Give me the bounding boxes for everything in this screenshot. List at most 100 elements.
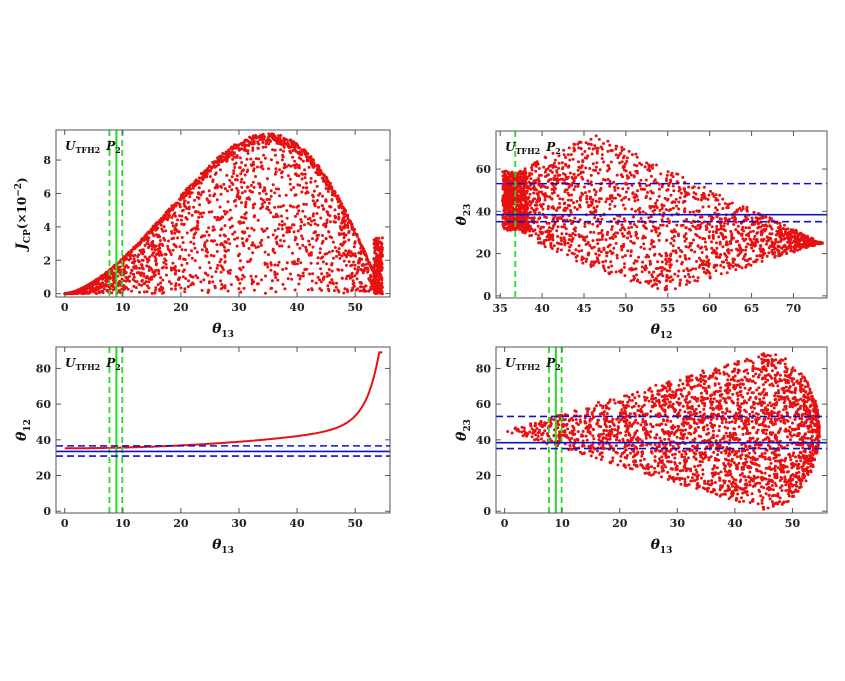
data-point (508, 180, 512, 184)
data-point (722, 224, 726, 228)
data-point (275, 136, 279, 140)
data-point (327, 180, 330, 184)
data-point (649, 262, 653, 266)
data-point (206, 167, 210, 170)
data-point (719, 272, 723, 276)
data-point (212, 228, 216, 232)
data-point (259, 160, 263, 164)
y-axis-label: JCP(×10−2) (14, 177, 33, 253)
data-point (374, 277, 378, 281)
data-point (584, 166, 588, 170)
data-point (656, 287, 660, 290)
data-point (715, 263, 719, 267)
data-point (227, 148, 231, 152)
data-point (228, 208, 232, 212)
data-point (342, 209, 346, 213)
data-point (117, 280, 121, 283)
data-point (169, 282, 173, 286)
data-point (633, 196, 637, 200)
data-point (501, 170, 505, 174)
data-point (550, 247, 554, 250)
data-point (102, 273, 105, 277)
data-point (147, 236, 150, 240)
data-point (309, 223, 313, 227)
data-point (162, 261, 166, 264)
data-point (282, 136, 286, 140)
data-point (95, 292, 99, 295)
data-point (170, 204, 174, 208)
data-point (636, 198, 640, 202)
data-point (325, 271, 329, 275)
data-point (675, 172, 679, 176)
data-point (342, 236, 346, 240)
data-point (250, 278, 254, 282)
data-point (258, 138, 262, 142)
data-point (240, 191, 244, 195)
data-point (695, 209, 699, 213)
data-point (185, 217, 189, 221)
data-point (317, 205, 320, 209)
data-point (677, 200, 681, 204)
data-point (627, 226, 631, 230)
data-point (735, 264, 739, 267)
data-point (241, 273, 245, 277)
data-point (262, 153, 266, 157)
data-point (529, 187, 533, 191)
data-point (344, 263, 348, 267)
data-point (684, 245, 688, 249)
data-point (567, 185, 571, 189)
data-point (259, 197, 263, 201)
data-point (763, 229, 767, 233)
data-point (166, 247, 170, 251)
data-point (665, 273, 669, 277)
data-point (205, 254, 209, 258)
data-point (662, 211, 666, 215)
data-point (671, 230, 674, 234)
data-point (301, 271, 305, 275)
data-point (260, 202, 264, 206)
data-point (589, 173, 593, 177)
data-point (713, 211, 717, 215)
data-point (292, 186, 296, 189)
data-point (338, 256, 342, 260)
data-point (783, 223, 786, 227)
data-point (684, 232, 688, 236)
data-point (154, 286, 158, 290)
data-point (660, 269, 664, 273)
data-point (669, 207, 673, 211)
data-point (544, 230, 548, 234)
data-point (246, 185, 250, 189)
data-point (266, 205, 270, 209)
data-point (647, 163, 651, 167)
data-point (245, 238, 249, 241)
data-point (347, 260, 351, 264)
data-point (211, 161, 215, 164)
data-point (300, 234, 304, 238)
data-point (332, 190, 336, 194)
data-point (301, 243, 305, 247)
data-point (620, 232, 624, 236)
data-point (330, 278, 334, 282)
data-point (521, 211, 525, 215)
data-point (339, 202, 343, 206)
data-point (723, 202, 727, 206)
data-point (523, 167, 527, 171)
data-point (273, 148, 277, 152)
data-point (336, 288, 340, 292)
data-point (537, 217, 541, 221)
data-point (577, 244, 581, 248)
data-point (223, 286, 227, 290)
data-point (328, 281, 332, 284)
data-point (128, 251, 132, 254)
data-point (697, 256, 701, 260)
data-point (579, 171, 583, 175)
data-point (131, 254, 135, 258)
data-point (153, 291, 157, 295)
data-point (608, 197, 612, 201)
data-point (575, 199, 579, 203)
data-point (614, 147, 618, 151)
data-point (272, 215, 275, 219)
data-point (292, 230, 296, 234)
data-point (294, 149, 298, 153)
